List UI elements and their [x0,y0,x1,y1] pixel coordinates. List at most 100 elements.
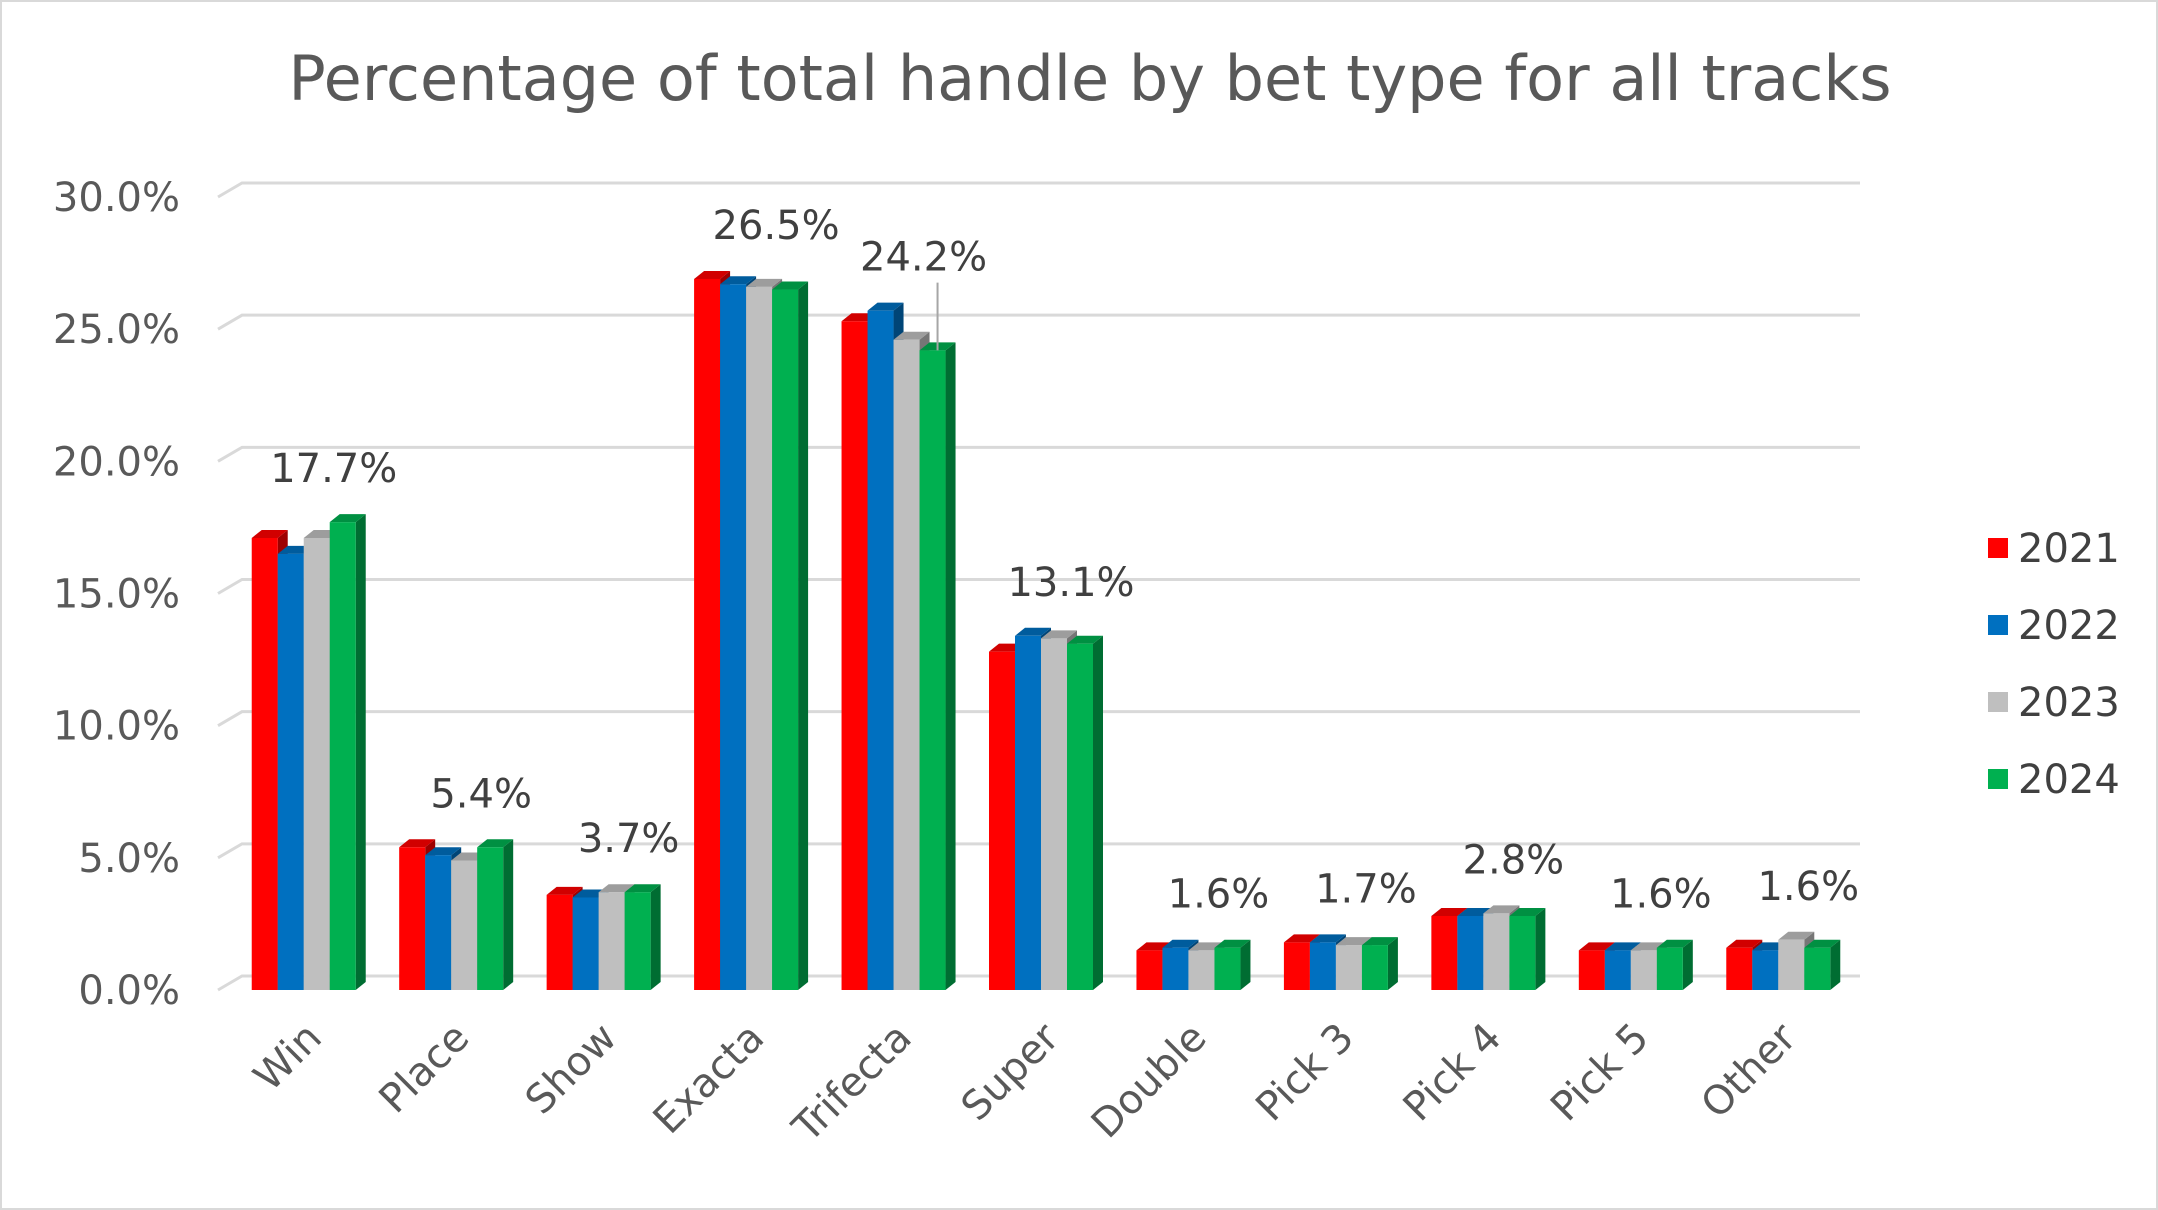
bar-top [1361,937,1398,946]
data-label: 2.8% [1463,837,1565,883]
bar-front [624,892,651,990]
bar-front [720,284,747,991]
bar-top [720,276,757,285]
bar-front [893,339,920,990]
bar-front [1283,942,1310,990]
x-category-label: Pick 5 [1542,1015,1658,1131]
x-category-label: Show [517,1015,626,1124]
bar-front [1778,939,1805,990]
bar-top [694,270,731,279]
bar-front [477,847,504,990]
data-label: 24.2% [860,235,987,281]
bar-front [919,350,946,990]
gridline [217,181,1860,199]
chart-title: Percentage of total handle by bet type f… [288,42,1891,115]
bar-side [503,839,514,990]
bar-front [1578,950,1605,990]
bar-front [399,847,426,990]
bar-front [425,855,452,990]
x-category-label: Pick 3 [1247,1015,1363,1131]
bar-top [251,529,288,538]
bar-top [867,302,904,311]
x-category-label: Place [371,1015,479,1123]
y-tick-label: 25.0% [53,307,180,353]
data-label: 17.7% [270,446,397,492]
bar-front [329,522,356,990]
bar-top [1483,905,1520,914]
data-label: 1.6% [1610,872,1712,918]
bar-top [1778,931,1815,940]
bar-top [1162,939,1199,948]
bar-top [772,281,809,290]
gridline [217,445,1860,463]
bar-front [1431,915,1458,990]
bar-top [546,886,583,895]
bar-2024-exacta [772,281,809,990]
bar-top [1283,934,1320,943]
bar-top [329,514,366,523]
bar-2024-win [329,514,366,990]
data-label: 26.5% [713,203,840,249]
bar-2024-place [477,839,514,990]
bar-side [1535,907,1546,990]
bar-front [1162,947,1189,990]
legend-label-2021: 2021 [2018,526,2120,572]
bar-front [1309,942,1336,990]
bar-side [1387,937,1398,990]
bar-top [399,839,436,848]
bar-top [624,884,661,893]
y-tick-label: 5.0% [78,836,180,882]
bar-top [1604,942,1641,951]
bar-front [1015,635,1041,990]
bar-front [1214,947,1241,990]
bars [251,270,1841,991]
bar-top [598,884,635,893]
bar-top [1335,937,1372,946]
bar-top [1726,939,1763,948]
bar-front [841,321,868,990]
bar-front [1457,915,1484,990]
bar-top [1067,635,1103,644]
bar-front [867,310,894,990]
bar-front [451,860,478,990]
y-tick-label: 30.0% [53,175,180,221]
bar-top [746,278,783,287]
bar-side [1240,939,1251,990]
bar-front [277,553,304,990]
legend-label-2022: 2022 [2018,603,2120,649]
gridline [217,842,1860,860]
bar-top [1309,934,1346,943]
bar-front [746,286,773,991]
bar-front [598,892,625,990]
bar-2024-show [624,884,661,990]
data-labels: 17.7% 5.4% 3.7% 26.5% 24.2% 13.1% 1.6% 1.7% 2.8%… [270,203,1859,918]
bar-front [1509,915,1536,990]
gridline [217,313,1860,331]
data-label: 1.6% [1168,872,1270,918]
bar-top [893,331,930,340]
bar-2024-other [1804,939,1841,990]
x-category-label: Win [245,1015,331,1101]
y-tick-label: 20.0% [53,439,180,485]
bar-2024-pick-5 [1656,939,1693,990]
bar-front [1483,913,1510,990]
bar-front [772,289,799,990]
bar-front [989,651,1015,990]
bar-side [355,514,366,990]
bar-top [1578,942,1615,951]
bar-2024-pick-4 [1509,907,1546,990]
bar-front [1804,947,1831,990]
bar-front [1361,945,1388,990]
bar-front [1752,950,1779,990]
bar-front [546,894,573,990]
bar-side [1830,939,1841,990]
bar-front [251,537,278,990]
legend-swatch-2022 [1988,615,2008,635]
bar-front [1067,643,1093,990]
bar-top [1431,907,1468,916]
y-tick-label: 10.0% [53,704,180,750]
bar-front [1335,945,1362,990]
legend: 2021 2022 2023 2024 [1988,526,2120,803]
data-label: 1.6% [1757,864,1859,910]
bar-2024-super [1067,635,1103,990]
